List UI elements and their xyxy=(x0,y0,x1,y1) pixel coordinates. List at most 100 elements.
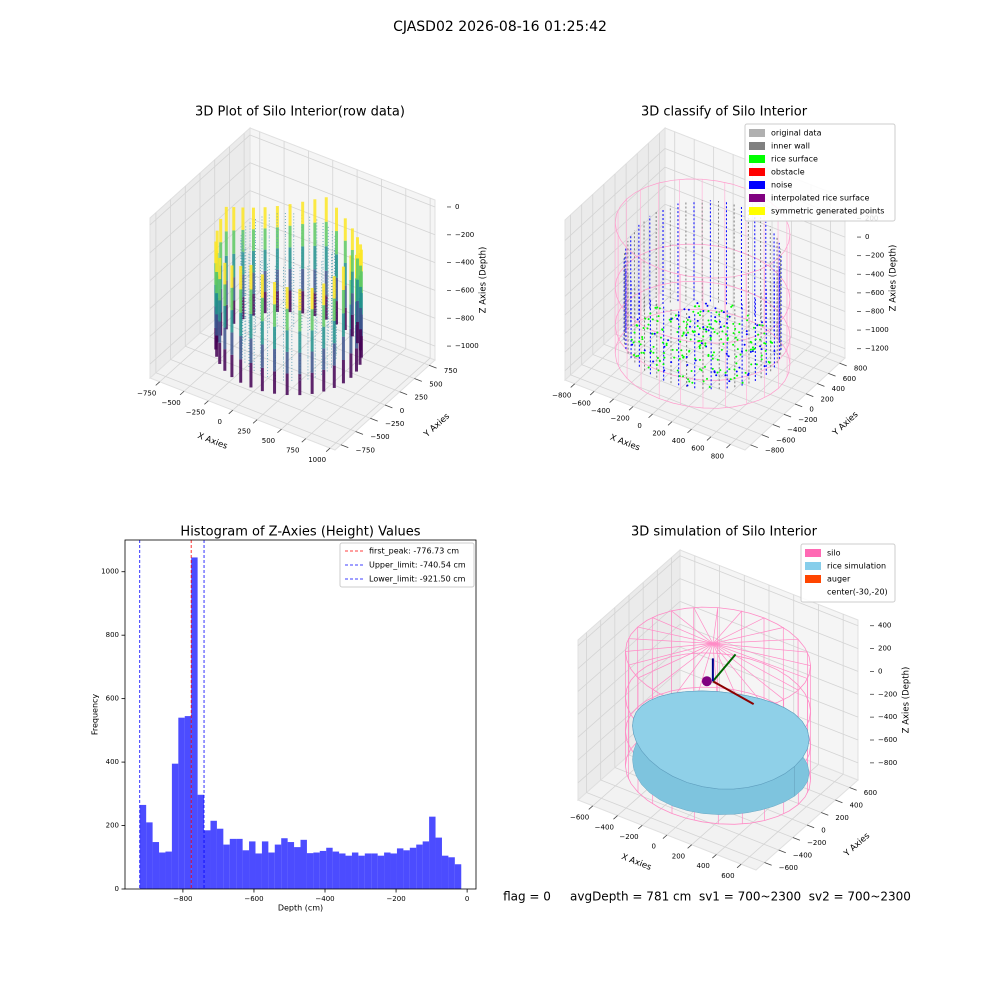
tick-mark xyxy=(414,378,422,382)
tick-mark xyxy=(772,424,781,428)
bar xyxy=(332,851,340,889)
legend-swatch xyxy=(805,575,821,583)
surface-points xyxy=(685,326,688,329)
surface-points xyxy=(635,355,638,358)
z-grid-line xyxy=(149,190,436,281)
surface-points xyxy=(728,368,731,371)
surface-points xyxy=(769,340,772,343)
bar xyxy=(274,844,282,889)
surface-points xyxy=(719,369,722,372)
x-tick-label: −750 xyxy=(137,389,156,397)
surface-points xyxy=(696,325,699,328)
legend-frame xyxy=(744,123,896,222)
surface-points xyxy=(760,354,763,357)
y-tick-label: −400 xyxy=(787,426,806,434)
surface-points xyxy=(708,323,711,326)
z-tick-label: 200 xyxy=(878,645,891,653)
legend-label: Upper_limit: -740.54 cm xyxy=(369,561,466,570)
surface-points xyxy=(734,336,737,339)
silo-ring xyxy=(614,243,791,344)
surface-points xyxy=(711,367,714,370)
surface-points xyxy=(700,342,703,345)
bar xyxy=(422,841,430,889)
x-tick-label: 200 xyxy=(672,852,685,860)
tick-mark xyxy=(761,434,770,438)
surface-points xyxy=(760,348,763,351)
surface-points xyxy=(713,370,716,373)
legend-label: Lower_limit: -921.50 cm xyxy=(369,575,466,584)
x-tick-label: −500 xyxy=(161,399,180,407)
surface-points xyxy=(771,341,774,344)
x-tick-label: 0 xyxy=(652,843,656,851)
surface-points xyxy=(687,331,690,334)
surface-points xyxy=(657,315,660,318)
surface-points xyxy=(733,368,736,371)
surface-points xyxy=(673,356,676,359)
surface-points xyxy=(640,351,643,354)
surface-points xyxy=(686,318,689,321)
surface-points xyxy=(727,355,730,358)
legend-swatch xyxy=(749,142,765,150)
bar xyxy=(191,557,198,889)
surface-points xyxy=(773,350,776,353)
surface-points xyxy=(749,350,752,353)
surface-points xyxy=(698,314,701,317)
surface-points xyxy=(761,324,764,327)
z-grid-line xyxy=(149,134,436,226)
tick-mark xyxy=(662,834,668,839)
surface-points xyxy=(697,333,700,336)
surface-points xyxy=(711,354,714,357)
surface-points xyxy=(665,342,668,345)
surface-points xyxy=(724,374,727,377)
bar xyxy=(339,853,346,889)
legend-swatch xyxy=(749,207,765,215)
tick-mark xyxy=(252,419,258,424)
surface-points xyxy=(637,354,640,357)
bar xyxy=(287,842,295,889)
surface-points xyxy=(724,371,727,374)
surface-points xyxy=(759,338,762,341)
surface-points xyxy=(735,355,738,358)
surface-points xyxy=(707,329,710,332)
z-tick-label: 400 xyxy=(878,622,891,630)
surface-points xyxy=(702,326,705,329)
surface-points xyxy=(738,331,741,334)
tick-mark xyxy=(792,837,801,841)
y-tick-label: −600 xyxy=(779,864,798,872)
surface-points xyxy=(667,339,670,342)
surface-points xyxy=(715,374,718,377)
x-tick-label: 800 xyxy=(711,452,724,460)
surface-points xyxy=(734,327,737,330)
x-tick-label: 0 xyxy=(465,895,469,903)
surface-points xyxy=(652,351,655,354)
surface-points xyxy=(713,331,716,334)
legend-swatch xyxy=(805,562,821,570)
surface-points xyxy=(679,340,682,343)
tick-mark xyxy=(155,381,161,386)
surface-points xyxy=(712,351,715,354)
z-tick-label: −1200 xyxy=(865,345,889,353)
surface-points xyxy=(688,380,691,383)
surface-points xyxy=(721,330,724,333)
surface-points xyxy=(685,334,688,337)
bar xyxy=(403,850,410,889)
legend-swatch xyxy=(749,129,765,137)
surface-points xyxy=(738,323,741,326)
surface-points xyxy=(726,339,729,342)
surface-points xyxy=(647,323,650,326)
x-tick-label: −800 xyxy=(173,895,192,903)
y-tick-label: 200 xyxy=(835,814,848,822)
surface-points xyxy=(656,331,659,334)
tick-mark xyxy=(628,406,634,411)
bar xyxy=(384,852,391,889)
surface-points xyxy=(709,338,712,341)
auger-arrow xyxy=(712,653,737,682)
y-tick-label: −200 xyxy=(798,416,817,424)
x-tick-label: 600 xyxy=(721,872,734,880)
x-tick-label: −200 xyxy=(619,833,638,841)
bar xyxy=(204,830,211,889)
legend-swatch xyxy=(805,549,821,557)
surface-points xyxy=(691,381,694,384)
surface-points xyxy=(764,342,767,345)
surface-points xyxy=(676,369,679,372)
